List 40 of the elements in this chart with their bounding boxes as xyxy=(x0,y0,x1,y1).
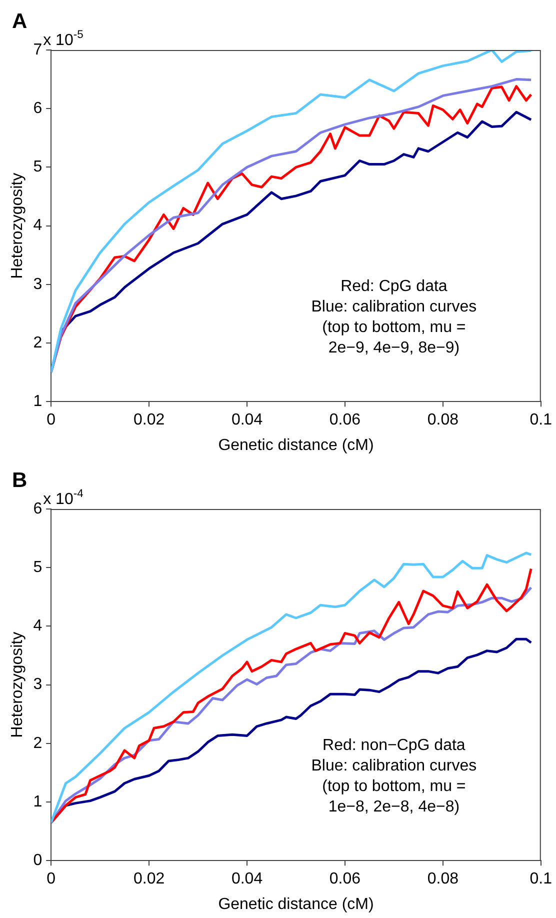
y-axis-title: Heterozygosity xyxy=(9,632,26,738)
y-tick-label: 0 xyxy=(33,852,42,870)
y-tick-label: 4 xyxy=(33,618,42,635)
y-tick-label: 5 xyxy=(33,559,42,576)
annotation: (top to bottom, mu = xyxy=(322,778,466,795)
annotation: 1e−8, 2e−8, 4e−8) xyxy=(328,798,460,816)
y-tick-label: 5 xyxy=(33,158,42,176)
chart-title: B xyxy=(12,469,28,492)
chart-title: A xyxy=(12,10,28,33)
x-tick-label: 0 xyxy=(46,412,56,429)
x-tick-label: 0.08 xyxy=(427,870,459,888)
y-tick-label: 1 xyxy=(33,793,42,810)
y-axis-title: Heterozygosity xyxy=(9,172,26,279)
x-axis-title: Genetic distance (cM) xyxy=(218,896,374,913)
y-tick-label: 6 xyxy=(33,100,42,118)
annotation: Red: CpG data xyxy=(340,278,448,295)
x-tick-label: 0.02 xyxy=(133,870,165,888)
y-tick-label: 1 xyxy=(33,393,42,410)
x-axis-title: Genetic distance (cM) xyxy=(218,436,374,454)
y-tick-label: 2 xyxy=(33,334,42,352)
y-tick-label: 6 xyxy=(33,500,42,518)
annotation: (top to bottom, mu = xyxy=(322,318,466,336)
x-tick-label: 0.1 xyxy=(530,870,552,888)
x-tick-label: 0.1 xyxy=(530,412,552,429)
y-tick-label: 7 xyxy=(33,41,42,58)
x-tick-label: 0.08 xyxy=(427,412,459,429)
annotation: Blue: calibration curves xyxy=(311,757,477,774)
x-tick-label: 0.04 xyxy=(231,870,263,888)
y-tick-label: 2 xyxy=(33,734,42,752)
x-tick-label: 0.02 xyxy=(133,412,165,429)
annotation: 2e−9, 4e−9, 8e−9) xyxy=(328,339,460,356)
annotation: Red: non−CpG data xyxy=(322,736,466,754)
x-tick-label: 0.06 xyxy=(329,870,361,888)
annotation: Blue: calibration curves xyxy=(311,298,477,316)
x-tick-label: 0.04 xyxy=(231,412,263,429)
y-tick-label: 3 xyxy=(33,676,42,694)
x-tick-label: 0.06 xyxy=(329,412,361,429)
y-tick-label: 3 xyxy=(33,276,42,293)
x-tick-label: 0 xyxy=(46,870,56,888)
y-tick-label: 4 xyxy=(33,217,42,234)
